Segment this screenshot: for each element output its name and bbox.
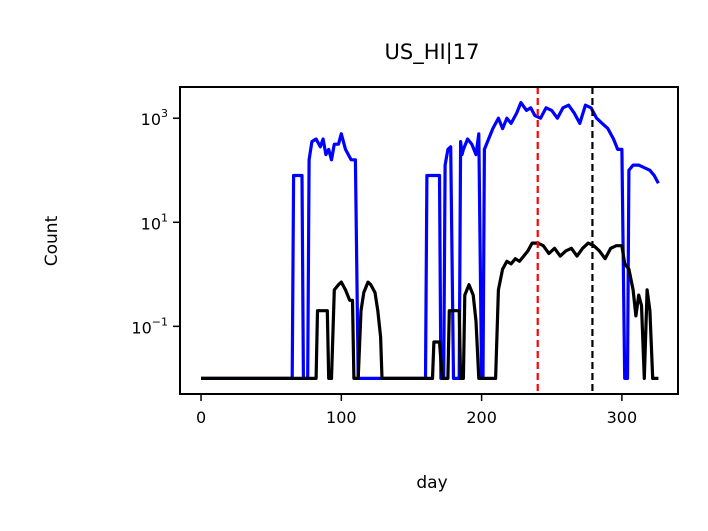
y-axis-label: Count	[42, 215, 62, 266]
plot-lines	[201, 101, 660, 380]
y-axis-ticks: 103 101 10−1	[131, 107, 180, 337]
x-tick-label: 300	[607, 408, 638, 427]
chart-title: US_HI|17	[385, 40, 480, 65]
x-axis-label: day	[416, 473, 447, 493]
plot-frame	[179, 86, 679, 395]
y-tick-label: 10−1	[131, 315, 168, 337]
y-tick-label: 103	[141, 107, 168, 129]
x-tick-label: 200	[466, 408, 497, 427]
y-tick-label: 101	[141, 211, 168, 233]
reference-lines	[536, 87, 594, 394]
series-line-1	[201, 101, 660, 380]
x-tick-label: 100	[326, 408, 357, 427]
x-tick-label: 0	[196, 408, 206, 427]
series-line-2	[201, 241, 659, 380]
x-axis-ticks: 0 100 200 300	[196, 394, 637, 427]
